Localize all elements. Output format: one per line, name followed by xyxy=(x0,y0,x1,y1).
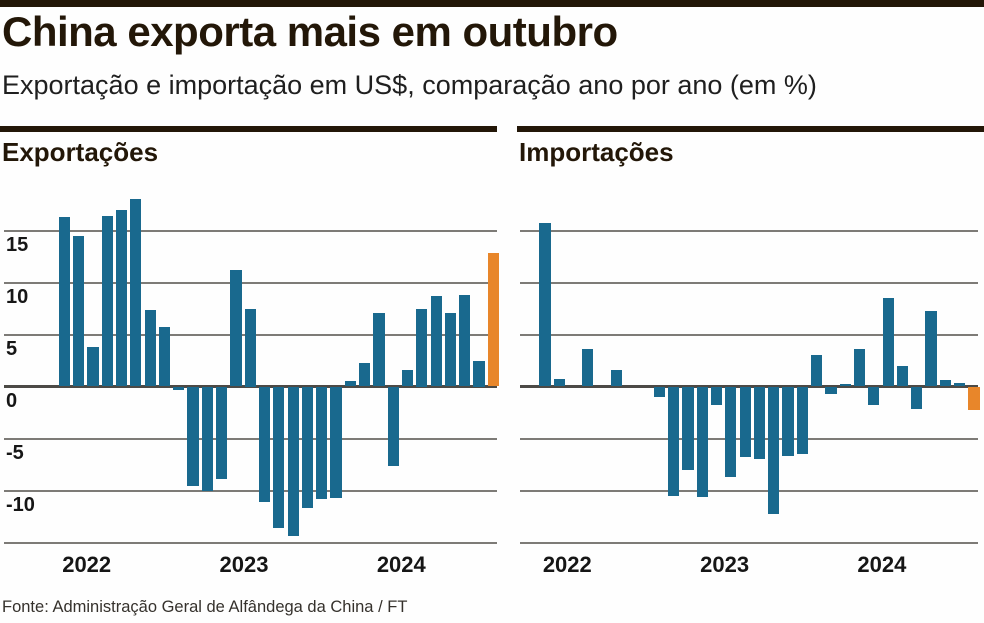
year-label: 2023 xyxy=(219,552,269,577)
exports-panel-rule xyxy=(0,126,497,132)
bar xyxy=(115,209,128,387)
bar xyxy=(811,355,823,387)
imports-plot-area: 2022 2023 2024 xyxy=(517,190,984,590)
highlight-bar xyxy=(968,386,980,411)
bar xyxy=(782,386,794,457)
bar xyxy=(444,312,457,387)
gridline xyxy=(520,229,978,232)
bar xyxy=(539,223,551,387)
gridline xyxy=(4,281,497,284)
bar xyxy=(330,386,342,498)
bar xyxy=(230,270,242,387)
bar xyxy=(158,327,171,387)
bar xyxy=(430,296,442,387)
bar xyxy=(739,386,751,458)
bar xyxy=(201,386,213,491)
bar xyxy=(939,380,951,387)
imports-panel-title: Importações xyxy=(519,137,674,167)
bar xyxy=(668,386,680,496)
bar xyxy=(344,381,356,387)
zero-gridline xyxy=(4,385,497,388)
bar xyxy=(954,383,966,387)
bar xyxy=(273,386,285,528)
bar xyxy=(725,386,737,477)
source-note: Fonte: Administração Geral de Alfândega … xyxy=(2,598,408,616)
bar xyxy=(459,294,471,387)
bar xyxy=(853,349,866,387)
gridline xyxy=(520,489,978,492)
bar xyxy=(473,360,485,387)
bar xyxy=(373,312,385,387)
bar xyxy=(216,386,228,480)
bar xyxy=(401,369,414,387)
bar xyxy=(87,346,99,387)
bar xyxy=(101,215,113,387)
bar xyxy=(882,298,894,387)
year-label: 2024 xyxy=(857,552,907,577)
bar xyxy=(768,386,780,515)
y-axis-label: 10 xyxy=(6,285,29,308)
bar xyxy=(553,379,565,387)
exports-panel: Exportações 15 10 5 0 -5 -10 2022 2023 2024 xyxy=(0,126,499,596)
imports-panel-rule xyxy=(517,126,984,132)
gridline xyxy=(520,541,978,544)
bar xyxy=(416,308,428,387)
bar xyxy=(582,349,594,387)
y-axis-label: 5 xyxy=(6,337,18,360)
y-axis-label: -10 xyxy=(6,493,35,516)
highlight-bar xyxy=(487,253,499,387)
bar xyxy=(58,216,70,387)
bar xyxy=(359,362,371,387)
y-axis-label: 15 xyxy=(6,233,29,256)
bar xyxy=(896,365,909,387)
page-title: China exporta mais em outubro xyxy=(2,8,618,55)
year-label: 2024 xyxy=(376,552,426,577)
gridline xyxy=(520,333,978,336)
bar xyxy=(173,386,185,390)
year-label: 2022 xyxy=(62,552,112,577)
bar xyxy=(825,386,837,394)
gridline xyxy=(4,541,497,544)
bar xyxy=(868,386,880,406)
top-rule xyxy=(0,0,984,7)
bar xyxy=(925,310,937,387)
exports-plot-area: 15 10 5 0 -5 -10 2022 2023 2024 xyxy=(0,190,499,590)
page-subtitle: Exportação e importação em US$, comparaç… xyxy=(2,70,817,100)
bar xyxy=(187,386,199,487)
bar xyxy=(130,199,142,387)
bar xyxy=(653,386,665,397)
bar xyxy=(710,386,723,406)
bar xyxy=(796,386,808,455)
bar xyxy=(387,386,399,466)
bar xyxy=(301,386,314,509)
bar xyxy=(316,386,328,499)
bar xyxy=(610,369,623,387)
bar xyxy=(753,386,766,460)
y-axis-label: -5 xyxy=(6,441,24,464)
bar xyxy=(839,384,851,387)
bar xyxy=(287,386,299,537)
bar xyxy=(244,308,256,387)
gridline xyxy=(520,281,978,284)
bar xyxy=(73,235,85,387)
gridline xyxy=(4,437,497,440)
bar xyxy=(682,386,694,470)
bar xyxy=(696,386,708,497)
bar xyxy=(911,386,923,410)
year-label: 2022 xyxy=(542,552,592,577)
gridline xyxy=(4,229,497,232)
gridline xyxy=(4,489,497,492)
y-axis-label: 0 xyxy=(6,389,18,412)
exports-panel-title: Exportações xyxy=(2,137,159,167)
year-label: 2023 xyxy=(700,552,750,577)
imports-panel: Importações 2022 2023 2024 xyxy=(517,126,984,596)
bar xyxy=(258,386,271,502)
bar xyxy=(144,309,156,387)
